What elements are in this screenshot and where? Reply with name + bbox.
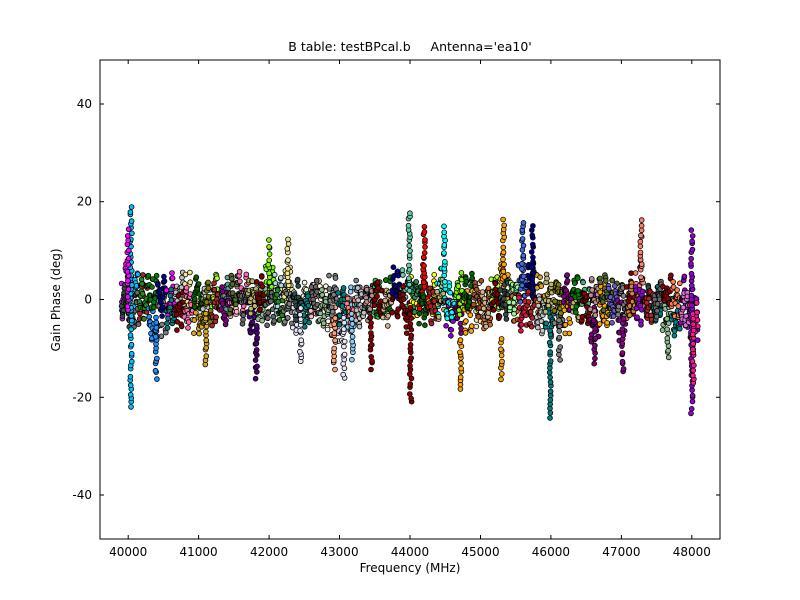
y-tick-label: -40 [72, 488, 92, 502]
x-tick-label: 44000 [391, 545, 429, 559]
y-tick-label: 0 [84, 293, 92, 307]
chart-title: B table: testBPcal.b Antenna='ea10' [288, 39, 532, 54]
tick-labels: 40000 41000 42000 43000 44000 45000 46000 47000… [72, 97, 711, 559]
y-tick-label: -20 [72, 390, 92, 404]
x-tick-label: 45000 [461, 545, 499, 559]
x-tick-label: 40000 [109, 545, 147, 559]
x-axis-label: Frequency (MHz) [359, 561, 461, 575]
x-tick-label: 48000 [673, 545, 711, 559]
y-axis-label: Gain Phase (deg) [49, 248, 63, 352]
x-tick-label: 46000 [532, 545, 570, 559]
x-tick-label: 41000 [180, 545, 218, 559]
x-tick-label: 47000 [602, 545, 640, 559]
axis-ticks [100, 60, 720, 539]
spike-points [124, 204, 697, 421]
x-tick-label: 43000 [320, 545, 358, 559]
x-tick-label: 42000 [250, 545, 288, 559]
plot-frame [99, 59, 721, 540]
y-tick-label: 20 [77, 195, 92, 209]
y-tick-label: 40 [77, 97, 92, 111]
